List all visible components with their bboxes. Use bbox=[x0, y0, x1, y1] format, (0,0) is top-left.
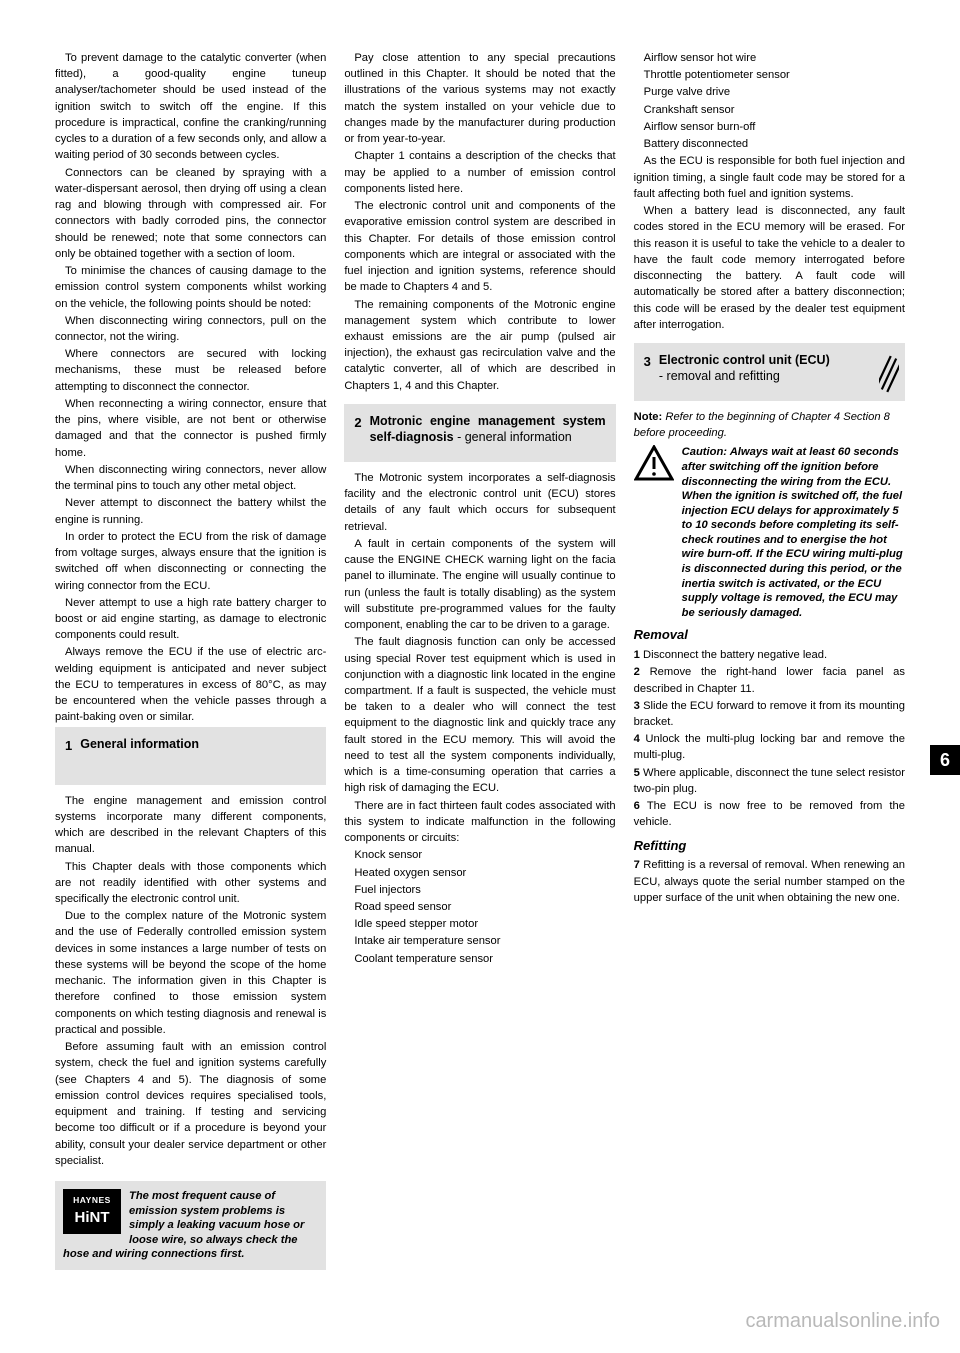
body-text: Never attempt to use a high rate battery… bbox=[55, 595, 326, 644]
step-text: 5 Where applicable, disconnect the tune … bbox=[634, 765, 905, 797]
chapter-tab: 6 bbox=[930, 745, 960, 775]
list-item: Coolant temperature sensor bbox=[344, 951, 615, 967]
subheading-refitting: Refitting bbox=[634, 837, 905, 856]
list-item: Knock sensor bbox=[344, 847, 615, 863]
section-title: General information bbox=[80, 737, 199, 751]
body-text: Never attempt to disconnect the battery … bbox=[55, 495, 326, 527]
section-subtitle: - general information bbox=[454, 430, 572, 444]
section-heading-1: 1 General information bbox=[55, 727, 326, 785]
body-text: This Chapter deals with those components… bbox=[55, 859, 326, 908]
body-text: Before assuming fault with an emission c… bbox=[55, 1039, 326, 1169]
wrench-icon bbox=[879, 349, 899, 399]
haynes-hint-icon: HAYNES HiNT bbox=[63, 1189, 121, 1234]
footer-watermark: carmanualsonline.info bbox=[0, 1300, 960, 1353]
section-heading-3: 3 Electronic control unit (ECU) - remova… bbox=[634, 343, 905, 401]
step-text: 4 Unlock the multi-plug locking bar and … bbox=[634, 731, 905, 763]
body-text: When disconnecting wiring connectors, ne… bbox=[55, 462, 326, 494]
step-text: 1 Disconnect the battery negative lead. bbox=[634, 647, 905, 663]
body-text: Pay close attention to any special preca… bbox=[344, 50, 615, 147]
step-text: 3 Slide the ECU forward to remove it fro… bbox=[634, 698, 905, 730]
body-text: To prevent damage to the catalytic conve… bbox=[55, 50, 326, 164]
section-number: 3 bbox=[644, 353, 659, 372]
caution-text: Caution: Always wait at least 60 seconds… bbox=[682, 445, 905, 620]
hint-box: HAYNES HiNT The most frequent cause of e… bbox=[55, 1181, 326, 1270]
list-item: Crankshaft sensor bbox=[634, 102, 905, 118]
body-text: Connectors can be cleaned by spraying wi… bbox=[55, 165, 326, 262]
list-item: Road speed sensor bbox=[344, 899, 615, 915]
caution-block: Caution: Always wait at least 60 seconds… bbox=[634, 445, 905, 620]
list-item: Airflow sensor burn-off bbox=[634, 119, 905, 135]
body-text: Always remove the ECU if the use of elec… bbox=[55, 644, 326, 725]
body-text: The engine management and emission contr… bbox=[55, 793, 326, 858]
haynes-label: HAYNES bbox=[63, 1195, 121, 1206]
list-item: Idle speed stepper motor bbox=[344, 916, 615, 932]
column-1: To prevent damage to the catalytic conve… bbox=[55, 50, 326, 1270]
body-text: In order to protect the ECU from the ris… bbox=[55, 529, 326, 594]
body-text: There are in fact thirteen fault codes a… bbox=[344, 798, 615, 847]
hint-label: HiNT bbox=[63, 1208, 121, 1228]
section-number: 1 bbox=[65, 737, 80, 756]
step-text: 2 Remove the right-hand lower facia pane… bbox=[634, 664, 905, 696]
list-item: Fuel injectors bbox=[344, 882, 615, 898]
body-text: When disconnecting wiring connectors, pu… bbox=[55, 313, 326, 345]
body-text: The fault diagnosis function can only be… bbox=[344, 634, 615, 796]
section-heading-2: 2 Motronic engine management system self… bbox=[344, 404, 615, 462]
step-text: 6 The ECU is now free to be removed from… bbox=[634, 798, 905, 830]
body-text: The remaining components of the Motronic… bbox=[344, 297, 615, 394]
list-item: Battery disconnected bbox=[634, 136, 905, 152]
body-text: Where connectors are secured with lockin… bbox=[55, 346, 326, 395]
list-item: Throttle potentiometer sensor bbox=[634, 67, 905, 83]
section-number: 2 bbox=[354, 414, 369, 433]
body-text: To minimise the chances of causing damag… bbox=[55, 263, 326, 312]
body-text: Chapter 1 contains a description of the … bbox=[344, 148, 615, 197]
body-text: As the ECU is responsible for both fuel … bbox=[634, 153, 905, 202]
step-text: 7 Refitting is a reversal of removal. Wh… bbox=[634, 857, 905, 906]
section-subtitle: - removal and refitting bbox=[659, 369, 780, 383]
warning-triangle-icon bbox=[634, 445, 674, 481]
body-text: When reconnecting a wiring connector, en… bbox=[55, 396, 326, 461]
body-text: The electronic control unit and componen… bbox=[344, 198, 615, 295]
body-text: The Motronic system incorporates a self-… bbox=[344, 470, 615, 535]
subheading-removal: Removal bbox=[634, 626, 905, 645]
section-title: Electronic control unit (ECU) bbox=[659, 353, 830, 367]
list-item: Heated oxygen sensor bbox=[344, 865, 615, 881]
body-text: When a battery lead is disconnected, any… bbox=[634, 203, 905, 333]
column-2: Pay close attention to any special preca… bbox=[344, 50, 615, 1270]
note-text: Refer to the beginning of Chapter 4 Sect… bbox=[634, 411, 890, 439]
list-item: Purge valve drive bbox=[634, 84, 905, 100]
body-text: Due to the complex nature of the Motroni… bbox=[55, 908, 326, 1038]
list-item: Airflow sensor hot wire bbox=[634, 50, 905, 66]
list-item: Intake air temperature sensor bbox=[344, 933, 615, 949]
column-3: Airflow sensor hot wire Throttle potenti… bbox=[634, 50, 905, 1270]
body-text: A fault in certain components of the sys… bbox=[344, 536, 615, 633]
